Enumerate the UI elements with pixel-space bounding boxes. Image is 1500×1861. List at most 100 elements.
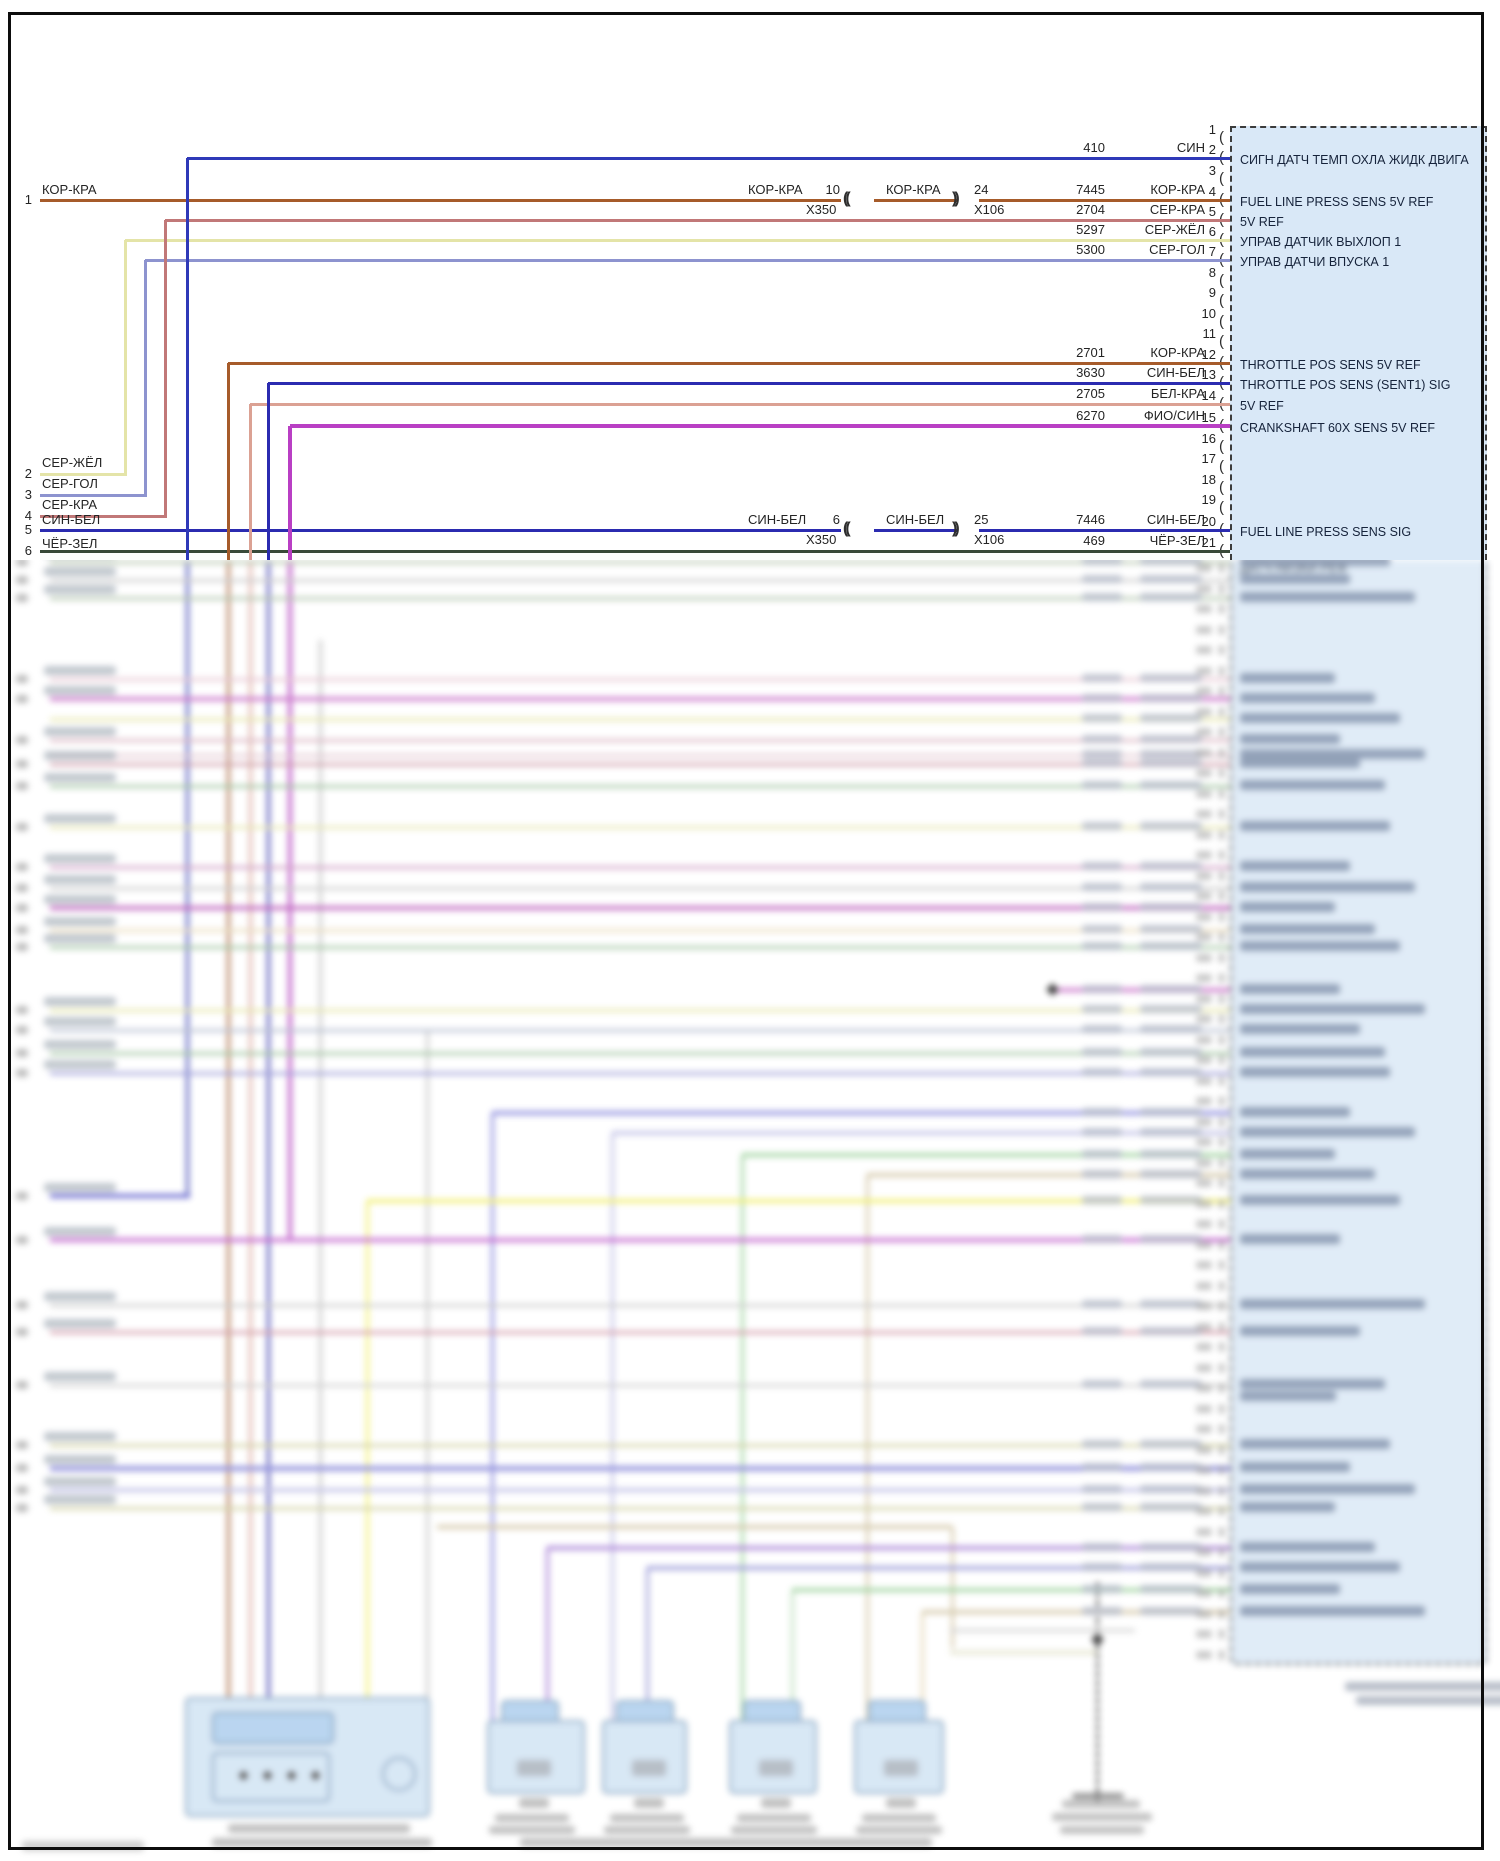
blurred-text-blob bbox=[1219, 727, 1224, 737]
blurred-text-blob bbox=[1219, 1403, 1224, 1414]
blurred-text-blob bbox=[1219, 932, 1224, 942]
blurred-text-blob bbox=[1240, 1326, 1360, 1336]
blurred-text-blob bbox=[1240, 1024, 1360, 1034]
wire-v bbox=[366, 1201, 369, 1700]
blurred-text-blob bbox=[1356, 1696, 1500, 1705]
pin-number: 16 bbox=[1201, 431, 1216, 446]
blurred-text-blob bbox=[44, 727, 116, 736]
wire-h bbox=[40, 529, 841, 532]
wire-number: 2704 bbox=[1076, 202, 1105, 217]
blurred-text-blob bbox=[1140, 1380, 1202, 1388]
blurred-text-blob bbox=[1196, 625, 1212, 634]
blurred-text-blob bbox=[731, 1826, 817, 1834]
blurred-text-blob bbox=[1072, 1793, 1124, 1799]
blurred-text-blob bbox=[1082, 1563, 1122, 1571]
wire-v bbox=[288, 426, 292, 560]
blurred-text-blob bbox=[44, 1477, 116, 1486]
blurred-text-blob bbox=[1082, 1380, 1122, 1388]
blurred-text-blob bbox=[1082, 674, 1122, 682]
blurred-text-blob bbox=[604, 1826, 690, 1834]
blurred-text-blob bbox=[44, 1227, 116, 1236]
blurred-text-blob bbox=[1140, 822, 1202, 830]
blurred-text-blob bbox=[16, 1006, 28, 1014]
wire-number: 410 bbox=[1083, 140, 1105, 155]
blurred-text-blob bbox=[44, 854, 116, 863]
blurred-text-blob bbox=[1219, 1116, 1224, 1127]
blurred-text-blob bbox=[1140, 985, 1202, 993]
pin-brace: ( bbox=[1219, 313, 1224, 330]
blurred-text-blob bbox=[1140, 750, 1202, 758]
blurred-text-blob bbox=[1196, 1056, 1212, 1064]
blurred-text-blob bbox=[1140, 1585, 1202, 1593]
blurred-text-blob bbox=[1219, 850, 1224, 860]
wire-v bbox=[491, 1113, 494, 1720]
pin-brace: ( bbox=[1219, 499, 1224, 516]
blurred-text-blob bbox=[1219, 1280, 1224, 1291]
blurred-text-blob bbox=[1140, 1025, 1202, 1033]
wire-h bbox=[50, 1238, 1230, 1242]
blurred-text-blob bbox=[1219, 1260, 1224, 1270]
blurred-text-blob bbox=[1219, 1239, 1224, 1250]
blurred-text-blob bbox=[1240, 560, 1390, 566]
blurred-text-blob bbox=[1196, 687, 1212, 695]
blurred-text-blob bbox=[1240, 1047, 1385, 1057]
left-stub-color-code: СЕР-КРА bbox=[42, 497, 98, 512]
blurred-text-blob bbox=[1082, 1327, 1122, 1335]
blurred-text-blob bbox=[1219, 1588, 1224, 1598]
blurred-text-blob bbox=[16, 1026, 28, 1034]
blurred-text-blob bbox=[16, 1381, 28, 1389]
pin-number: 7 bbox=[1208, 244, 1216, 259]
wire-v bbox=[144, 260, 147, 495]
blurred-text-blob bbox=[1196, 1138, 1212, 1146]
wire-h bbox=[50, 1488, 1230, 1492]
blurred-text-blob bbox=[1219, 1547, 1224, 1557]
wire-number: 7446 bbox=[1076, 512, 1105, 527]
blurred-text-blob bbox=[1196, 666, 1212, 675]
wire-v bbox=[249, 560, 252, 1700]
blurred-text-blob bbox=[1196, 1281, 1212, 1290]
pin-number: 18 bbox=[1201, 472, 1216, 487]
blurred-text-blob bbox=[610, 1814, 684, 1822]
pin-label: 5V REF bbox=[1240, 215, 1284, 229]
wire-v bbox=[546, 1548, 549, 1720]
blurred-text-blob bbox=[1082, 1440, 1122, 1448]
wire-h bbox=[40, 494, 147, 497]
blurred-text-blob bbox=[519, 1798, 549, 1808]
sensor-box bbox=[602, 1720, 687, 1794]
blurred-text-blob bbox=[1196, 646, 1212, 654]
pin-brace: ( bbox=[1219, 129, 1224, 146]
wire-number: 5297 bbox=[1076, 222, 1105, 237]
splice-pin-number: 24 bbox=[974, 182, 989, 197]
wire-h bbox=[50, 1009, 1230, 1012]
wire-color-code: СЕР-КРА bbox=[1149, 202, 1205, 217]
wire-v bbox=[124, 240, 127, 474]
wire-h bbox=[50, 866, 1230, 869]
blurred-text-blob bbox=[1196, 974, 1212, 982]
blurred-text-blob bbox=[1240, 1067, 1390, 1077]
wire-h bbox=[187, 157, 1230, 160]
wire-v bbox=[227, 560, 230, 1700]
left-stub-color-code: КОР-КРА bbox=[42, 182, 97, 197]
wire-v bbox=[611, 1133, 614, 1720]
wire-h bbox=[612, 1131, 1230, 1135]
wire-number: 2701 bbox=[1076, 345, 1105, 360]
blurred-text-blob bbox=[1219, 1075, 1224, 1086]
blurred-text-blob bbox=[16, 1236, 28, 1244]
blurred-text-blob bbox=[1240, 902, 1335, 912]
blurred-text-blob bbox=[1219, 973, 1224, 983]
blurred-text-blob bbox=[1219, 1649, 1224, 1660]
blurred-text-blob bbox=[44, 934, 116, 943]
blurred-text-blob bbox=[1140, 1150, 1202, 1158]
blurred-text-blob bbox=[1082, 1607, 1122, 1615]
blurred-text-blob bbox=[1219, 870, 1224, 881]
blurred-text-blob bbox=[1196, 1117, 1212, 1126]
blurred-text-blob bbox=[1140, 1108, 1202, 1116]
wire-h bbox=[50, 561, 1230, 564]
blurred-text-blob bbox=[44, 773, 116, 782]
wire-h bbox=[50, 718, 1230, 721]
wire-v bbox=[164, 220, 167, 516]
blurred-text-blob bbox=[44, 917, 116, 926]
blurred-text-blob bbox=[1140, 1128, 1202, 1136]
blurred-text-blob bbox=[1240, 1484, 1415, 1494]
